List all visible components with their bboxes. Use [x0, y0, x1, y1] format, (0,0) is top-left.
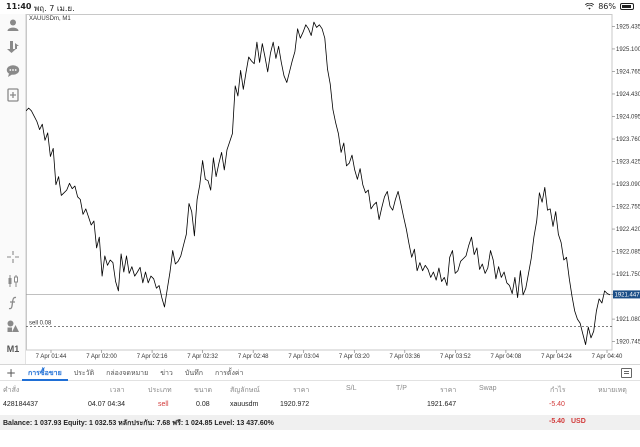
price-series-line	[26, 21, 611, 346]
y-tick-label: 1925.100	[616, 47, 640, 53]
x-tick-label: 7 Apr 02:32	[187, 354, 218, 360]
row-time: 04.07 04:34	[88, 401, 125, 408]
col-symbol[interactable]: สัญลักษณ์	[230, 387, 260, 394]
timeframe-button[interactable]: M1	[6, 344, 20, 354]
tab-settings[interactable]: การตั้งค่า	[214, 368, 244, 377]
x-tick-label: 7 Apr 04:40	[592, 354, 623, 360]
tab-mailbox[interactable]: กล่องจดหมาย	[106, 368, 149, 377]
y-tick-label: 1923.090	[616, 182, 640, 188]
candles-icon[interactable]	[4, 272, 22, 290]
col-tp[interactable]: T/P	[396, 385, 407, 392]
account-icon[interactable]	[4, 16, 22, 34]
x-tick-label: 7 Apr 02:00	[86, 354, 117, 360]
tab-history[interactable]: ประวัติ	[73, 368, 95, 377]
col-sl[interactable]: S/L	[346, 385, 357, 392]
col-current-price[interactable]: ราคา	[440, 387, 457, 394]
col-type[interactable]: ประเภท	[148, 387, 172, 394]
battery-icon	[620, 3, 634, 10]
y-tick-label: 1923.425	[616, 160, 640, 166]
row-price: 1920.972	[280, 401, 310, 408]
y-tick-label: 1922.085	[616, 250, 640, 256]
y-tick-label: 1923.760	[616, 137, 640, 143]
chart-symbol-title: XAUUSDm, M1	[29, 16, 71, 22]
y-tick-label: 1921.750	[616, 272, 640, 278]
y-tick-label: 1921.080	[616, 317, 640, 323]
row-symbol: xauusdm	[230, 401, 259, 408]
account-currency: USD	[571, 418, 586, 425]
col-order[interactable]: คำสั่ง	[3, 387, 20, 394]
y-tick-label: 1920.745	[616, 340, 640, 346]
y-tick-label: 1925.435	[616, 24, 640, 30]
y-tick-label: 1924.765	[616, 69, 640, 75]
x-tick-label: 7 Apr 04:08	[491, 354, 522, 360]
table-header: คำสั่ง เวลา ประเภท ขนาด สัญลักษณ์ ราคา S…	[0, 382, 640, 396]
objects-icon[interactable]	[4, 317, 22, 335]
y-tick-label: 1922.420	[616, 227, 640, 233]
status-right: 86%	[585, 2, 634, 11]
sell-order-label: sell 0.08	[29, 320, 52, 326]
x-tick-label: 7 Apr 02:48	[238, 354, 269, 360]
col-volume[interactable]: ขนาด	[194, 387, 213, 394]
battery-fill	[622, 5, 631, 8]
current-price-badge	[613, 290, 640, 299]
chart-area[interactable]: 1925.435 1925.100 1924.765 1924.430 1924.095…	[26, 14, 640, 364]
current-price-label: 1921.447	[615, 292, 640, 298]
tab-trade[interactable]: การซื้อขาย	[22, 365, 68, 381]
export-icon[interactable]	[621, 368, 632, 378]
col-swap[interactable]: Swap	[479, 385, 497, 392]
col-comment[interactable]: หมายเหตุ	[598, 387, 627, 394]
col-profit[interactable]: กำไร	[550, 387, 566, 394]
x-tick-label: 7 Apr 03:36	[389, 354, 420, 360]
status-bar: 11:40 พฤ. 7 เม.ย. 86%	[0, 0, 640, 14]
tab-journal[interactable]: บันทึก	[184, 368, 203, 377]
x-tick-label: 7 Apr 04:24	[541, 354, 572, 360]
chat-icon[interactable]	[4, 62, 22, 80]
plot-frame	[26, 14, 613, 351]
row-current-price: 1921.647	[427, 401, 457, 408]
toolbox-panel: + การซื้อขาย ประวัติ กล่องจดหมาย ข่าว บั…	[0, 364, 640, 447]
y-tick-label: 1924.430	[616, 92, 640, 98]
battery-percent: 86%	[598, 2, 616, 11]
left-toolbar: M1	[0, 14, 26, 364]
account-summary: Balance: 1 037.93 Equity: 1 032.53 หลักป…	[0, 415, 640, 430]
y-tick-label: 1924.095	[616, 114, 640, 120]
status-time: 11:40	[6, 2, 32, 11]
x-tick-label: 7 Apr 03:04	[288, 354, 319, 360]
toolbox-tabs: + การซื้อขาย ประวัติ กล่องจดหมาย ข่าว บั…	[0, 364, 640, 381]
add-tab-button[interactable]: +	[5, 365, 17, 380]
col-price[interactable]: ราคา	[293, 387, 310, 394]
x-tick-label: 7 Apr 01:44	[36, 354, 67, 360]
new-order-icon[interactable]	[4, 86, 22, 104]
x-tick-label: 7 Apr 02:16	[137, 354, 168, 360]
row-order: 428184437	[3, 401, 39, 408]
status-date: พฤ. 7 เม.ย.	[34, 4, 75, 13]
x-tick-label: 7 Apr 03:52	[440, 354, 471, 360]
indicators-icon[interactable]	[4, 294, 22, 312]
wifi-icon	[585, 3, 595, 10]
crosshair-icon[interactable]	[4, 248, 22, 266]
x-tick-label: 7 Apr 03:20	[339, 354, 370, 360]
y-tick-label: 1922.755	[616, 205, 640, 211]
account-summary-text: Balance: 1 037.93 Equity: 1 032.53 หลักป…	[3, 420, 274, 427]
row-profit: -5.40	[549, 401, 565, 408]
row-volume: 0.08	[196, 401, 210, 408]
price-chart[interactable]: 1925.435 1925.100 1924.765 1924.430 1924.095…	[26, 14, 640, 364]
trade-arrows-icon[interactable]	[4, 38, 22, 56]
col-time[interactable]: เวลา	[110, 387, 125, 394]
tab-news[interactable]: ข่าว	[160, 368, 173, 377]
row-type: sell	[158, 401, 169, 408]
table-row[interactable]: 428184437 04.07 04:34 sell 0.08 xauusdm …	[0, 398, 640, 412]
total-profit: -5.40	[549, 418, 565, 425]
